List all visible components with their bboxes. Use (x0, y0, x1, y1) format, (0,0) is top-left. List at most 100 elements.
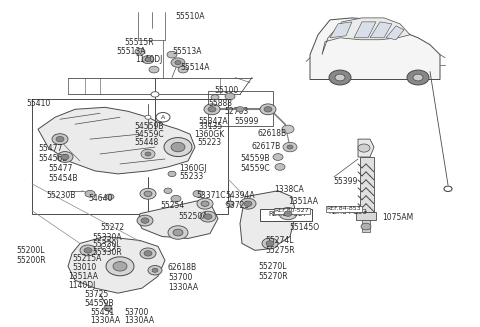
Text: 54559B: 54559B (240, 154, 269, 163)
Text: 53371C: 53371C (196, 191, 226, 200)
Text: 55888: 55888 (208, 99, 232, 108)
Text: 53010: 53010 (72, 263, 96, 272)
Circle shape (145, 115, 151, 119)
Circle shape (149, 66, 159, 73)
Text: REF.80-527: REF.80-527 (275, 208, 309, 213)
Text: 55330A: 55330A (92, 232, 121, 242)
Circle shape (171, 195, 181, 202)
Circle shape (144, 251, 152, 256)
Circle shape (240, 198, 256, 209)
Polygon shape (370, 22, 392, 38)
Text: 54559B: 54559B (134, 122, 164, 131)
Text: 55510A: 55510A (175, 12, 204, 21)
Circle shape (193, 190, 203, 197)
Text: 54640: 54640 (88, 194, 112, 203)
Text: 55200L: 55200L (16, 247, 45, 255)
Text: 62618B: 62618B (168, 263, 197, 272)
Text: 55399: 55399 (333, 177, 358, 186)
Text: A: A (161, 115, 165, 120)
Text: 55200R: 55200R (16, 256, 46, 266)
Circle shape (262, 238, 278, 249)
Text: 55410: 55410 (26, 99, 50, 108)
Text: 55272: 55272 (100, 223, 124, 232)
Text: 1351AA: 1351AA (68, 272, 98, 281)
Circle shape (84, 248, 92, 253)
Circle shape (175, 60, 181, 65)
Text: 1075AM: 1075AM (382, 213, 413, 222)
Text: 55230B: 55230B (46, 191, 75, 200)
Circle shape (279, 208, 297, 220)
Text: 62618B: 62618B (258, 129, 287, 138)
Text: 55270R: 55270R (258, 272, 288, 281)
Bar (260, 209, 312, 221)
Circle shape (52, 134, 68, 145)
Polygon shape (354, 22, 376, 38)
Circle shape (211, 95, 219, 100)
Text: 55477: 55477 (48, 164, 72, 173)
Text: REF.84-853: REF.84-853 (328, 209, 367, 215)
Text: 55514A: 55514A (180, 62, 209, 72)
Circle shape (113, 262, 127, 271)
Bar (362, 220, 370, 232)
Circle shape (171, 58, 185, 67)
Circle shape (260, 104, 276, 115)
Text: 55347A: 55347A (198, 117, 228, 126)
Text: 55330L: 55330L (92, 240, 120, 250)
Text: 55454B: 55454B (48, 174, 77, 183)
Circle shape (106, 194, 114, 199)
Bar (360, 157, 374, 212)
Circle shape (141, 149, 155, 159)
Circle shape (80, 245, 96, 256)
Circle shape (200, 211, 216, 222)
Circle shape (197, 198, 213, 209)
Text: 55274L: 55274L (265, 236, 293, 246)
Circle shape (226, 201, 234, 206)
Circle shape (244, 201, 252, 206)
Text: 55215A: 55215A (72, 254, 101, 263)
Circle shape (140, 248, 156, 259)
Circle shape (178, 66, 188, 73)
Circle shape (152, 268, 158, 272)
Circle shape (135, 48, 145, 55)
Circle shape (148, 266, 162, 275)
Polygon shape (310, 18, 440, 79)
Polygon shape (68, 236, 165, 293)
Circle shape (168, 226, 188, 239)
Text: 53725: 53725 (84, 290, 108, 299)
Circle shape (167, 51, 177, 58)
Circle shape (137, 215, 153, 226)
Text: 53700: 53700 (124, 308, 148, 317)
Text: 54559C: 54559C (240, 164, 270, 173)
Text: 1330AA: 1330AA (168, 283, 198, 292)
Circle shape (407, 70, 429, 85)
Text: 1140DJ: 1140DJ (68, 281, 96, 290)
Circle shape (140, 188, 156, 199)
Text: 55254: 55254 (160, 201, 184, 210)
Text: 1360GK: 1360GK (194, 130, 224, 139)
Circle shape (225, 93, 235, 100)
Circle shape (164, 138, 192, 157)
Circle shape (208, 107, 216, 112)
Bar (208, 92, 273, 126)
Text: 1360GJ: 1360GJ (179, 164, 206, 173)
Text: REF.80-527: REF.80-527 (268, 211, 307, 217)
Text: 1330AA: 1330AA (90, 316, 120, 325)
Text: 55330R: 55330R (92, 249, 122, 257)
Circle shape (141, 218, 149, 223)
Circle shape (287, 145, 293, 149)
Circle shape (329, 70, 351, 85)
Text: 55270L: 55270L (258, 262, 287, 271)
Polygon shape (138, 201, 218, 238)
Text: 54394A: 54394A (225, 191, 254, 200)
Circle shape (358, 144, 370, 152)
Text: 55250A: 55250A (178, 212, 207, 221)
Circle shape (264, 107, 272, 112)
Text: 52763: 52763 (224, 107, 248, 116)
Polygon shape (240, 191, 296, 250)
Text: 55513A: 55513A (116, 47, 145, 56)
Text: 54559B: 54559B (84, 299, 113, 308)
Circle shape (142, 56, 154, 64)
Circle shape (145, 58, 151, 62)
Circle shape (56, 136, 64, 142)
Polygon shape (386, 26, 404, 40)
